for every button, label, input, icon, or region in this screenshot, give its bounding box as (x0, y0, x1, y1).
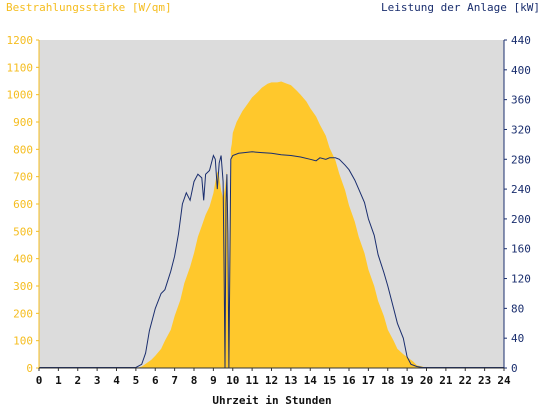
x-tick-label: 14 (304, 374, 318, 387)
x-axis-title: Uhrzeit in Stunden (212, 394, 332, 407)
x-tick-label: 1 (55, 374, 62, 387)
y-left-tick-label: 600 (13, 198, 33, 211)
x-tick-label: 23 (478, 374, 491, 387)
x-tick-label: 9 (210, 374, 217, 387)
x-tick-label: 13 (284, 374, 297, 387)
x-tick-label: 11 (246, 374, 260, 387)
x-tick-label: 7 (171, 374, 178, 387)
x-tick-label: 0 (36, 374, 43, 387)
y-left-tick-label: 100 (13, 335, 33, 348)
x-tick-label: 12 (265, 374, 278, 387)
y-left-tick-label: 1100 (7, 61, 34, 74)
y-left-tick-label: 500 (13, 225, 33, 238)
x-tick-label: 8 (191, 374, 198, 387)
y-right-tick-label: 0 (511, 362, 518, 375)
y-left-tick-label: 900 (13, 116, 33, 129)
x-tick-label: 2 (74, 374, 81, 387)
y-right-tick-label: 200 (511, 213, 531, 226)
x-tick-label: 20 (420, 374, 433, 387)
y-left-tick-label: 800 (13, 143, 33, 156)
y-right-tick-label: 360 (511, 94, 531, 107)
y-right-tick-label: 80 (511, 302, 524, 315)
y-right-tick-label: 280 (511, 153, 531, 166)
x-tick-label: 15 (323, 374, 336, 387)
y-right-tick-label: 120 (511, 273, 531, 286)
x-tick-label: 17 (362, 374, 375, 387)
x-tick-label: 19 (401, 374, 414, 387)
x-tick-label: 22 (459, 374, 472, 387)
y-right-tick-label: 320 (511, 123, 531, 136)
y-left-tick-label: 400 (13, 253, 33, 266)
power-line (39, 151, 504, 368)
x-tick-label: 4 (113, 374, 120, 387)
y-left-tick-label: 1000 (7, 89, 34, 102)
y-right-tick-label: 40 (511, 332, 524, 345)
left-axis-title: Bestrahlungsstärke [W/qm] (6, 1, 172, 14)
y-right-tick-label: 160 (511, 243, 531, 256)
y-left-tick-label: 300 (13, 280, 33, 293)
y-right-tick-label: 400 (511, 64, 531, 77)
y-right-tick-label: 240 (511, 183, 531, 196)
y-left-tick-label: 0 (26, 362, 33, 375)
right-axis-title: Leistung der Anlage [kW] (381, 1, 540, 14)
y-right-tick-label: 440 (511, 34, 531, 47)
y-left-tick-label: 200 (13, 307, 33, 320)
x-tick-label: 3 (94, 374, 101, 387)
x-tick-label: 24 (497, 374, 511, 387)
x-tick-label: 5 (133, 374, 140, 387)
x-tick-label: 6 (152, 374, 159, 387)
y-left-tick-label: 1200 (7, 34, 34, 47)
x-tick-label: 18 (381, 374, 394, 387)
x-tick-label: 16 (342, 374, 356, 387)
y-left-tick-label: 700 (13, 171, 33, 184)
irradiance-area (135, 81, 427, 368)
x-tick-label: 21 (439, 374, 453, 387)
x-tick-label: 10 (226, 374, 239, 387)
